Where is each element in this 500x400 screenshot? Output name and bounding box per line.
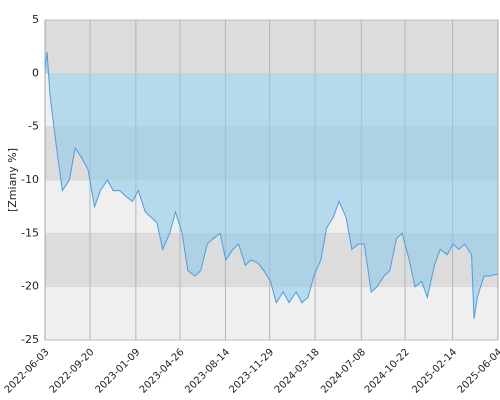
y-tick-label: -15 [21,226,39,239]
y-tick-label: 0 [32,66,39,79]
x-tick-label: 2024-07-08 [319,347,368,396]
x-tick-label: 2023-11-29 [227,347,276,396]
x-tick-label: 2025-06-04 [456,347,500,396]
x-tick-label: 2022-06-03 [3,347,52,396]
y-axis-label: [Zmiany %] [6,148,19,212]
band [45,286,498,340]
x-tick-label: 2023-04-26 [138,347,187,396]
y-tick-label: -10 [21,173,39,186]
x-tick-label: 2023-01-09 [94,347,143,396]
x-tick-label: 2023-08-14 [183,347,232,396]
y-tick-label: -20 [21,280,39,293]
band [45,20,498,74]
plot-border [44,19,499,341]
line [44,51,499,319]
area [45,52,498,319]
x-tick-label: 2024-03-18 [273,347,322,396]
x-tick-label: 2024-10-22 [363,347,412,396]
y-tick-label: -5 [28,120,39,133]
x-tick-label: 2022-09-20 [48,347,97,396]
x-tick-label: 2025-02-14 [410,347,459,396]
y-tick-label: -25 [21,333,39,346]
y-tick-label: 5 [32,13,39,26]
